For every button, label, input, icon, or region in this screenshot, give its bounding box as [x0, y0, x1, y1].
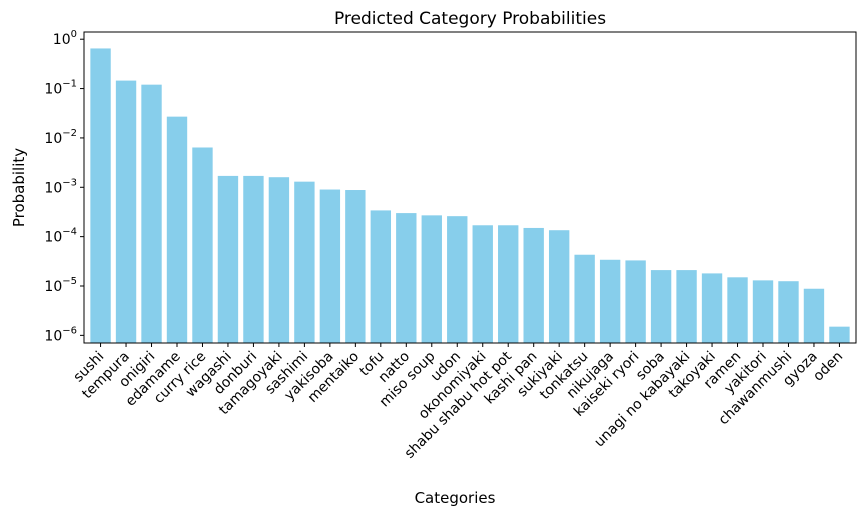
- bar-yakisoba: [319, 189, 341, 343]
- bar-takoyaki: [701, 273, 723, 343]
- y-tick-label: 10−1: [44, 79, 77, 98]
- y-axis-label: Probability: [10, 148, 28, 227]
- bars: [90, 48, 850, 343]
- bar-tamagoyaki: [268, 177, 290, 343]
- bar-shabu-shabu-hot-pot: [498, 225, 519, 343]
- bar-nikujaga: [599, 259, 621, 343]
- bar-chawanmushi: [778, 281, 799, 343]
- y-axis-ticks: 100 10−1 10−2 10−3 10−4 10−5 10−6: [44, 29, 84, 344]
- bar-donburi: [243, 175, 264, 343]
- bar-sukiyaki: [548, 230, 570, 343]
- bar-soba: [650, 270, 672, 343]
- bar-gyoza: [803, 288, 825, 343]
- y-tick-label: 10−4: [44, 227, 77, 246]
- bar-udon: [447, 216, 468, 343]
- bar-tonkatsu: [574, 254, 595, 343]
- y-tick-label: 10−6: [44, 325, 77, 344]
- bar-kaiseki-ryori: [625, 260, 646, 343]
- bar-kashi-pan: [523, 227, 544, 343]
- bar-wagashi: [217, 175, 239, 343]
- x-axis-label: Categories: [415, 489, 496, 507]
- bar-onigiri: [141, 84, 162, 343]
- bar-tofu: [370, 210, 392, 343]
- bar-edamame: [166, 116, 188, 343]
- bar-sashimi: [294, 181, 315, 343]
- bar-sushi: [90, 48, 111, 343]
- y-tick-label: 10−2: [44, 128, 77, 147]
- bar-curry-rice: [192, 147, 213, 343]
- bar-yakitori: [752, 280, 774, 343]
- chart-title: Predicted Category Probabilities: [334, 9, 606, 29]
- bar-oden: [829, 326, 850, 343]
- y-tick-label: 100: [53, 29, 77, 48]
- y-tick-label: 10−3: [44, 177, 77, 196]
- bar-mentaiko: [345, 190, 366, 343]
- y-tick-label: 10−5: [44, 276, 77, 295]
- bar-miso-soup: [421, 215, 442, 343]
- bar-ramen: [727, 277, 748, 343]
- bar-natto: [396, 213, 417, 343]
- bar-unagi-no-kabayaki: [676, 270, 697, 343]
- bar-tempura: [115, 80, 137, 343]
- bar-okonomiyaki: [472, 225, 493, 343]
